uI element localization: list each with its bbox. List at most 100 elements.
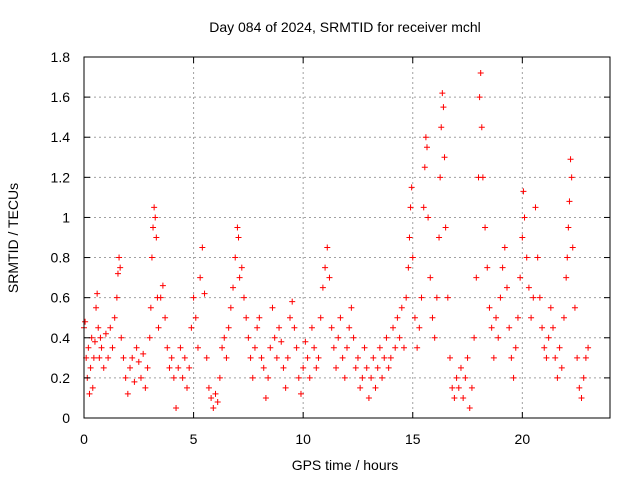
data-point-221 (512, 344, 519, 351)
data-point-175 (423, 144, 430, 151)
data-point-155 (387, 354, 394, 361)
data-point-87 (238, 264, 245, 271)
data-point-180 (433, 294, 440, 301)
data-point-145 (365, 394, 372, 401)
data-point-85 (235, 234, 242, 241)
data-point-158 (394, 314, 401, 321)
data-point-109 (287, 314, 294, 321)
data-point-153 (383, 334, 390, 341)
data-point-45 (152, 214, 159, 221)
data-point-48 (155, 324, 162, 331)
data-point-177 (427, 274, 434, 281)
data-point-74 (212, 390, 219, 397)
data-point-239 (550, 324, 557, 331)
data-point-142 (359, 374, 366, 381)
data-point-210 (488, 324, 495, 331)
data-point-111 (291, 324, 298, 331)
data-point-122 (315, 354, 322, 361)
data-point-41 (147, 304, 154, 311)
data-point-256 (580, 374, 587, 381)
y-tick-label-1: 0.2 (51, 370, 71, 386)
data-point-40 (146, 334, 153, 341)
data-point-136 (346, 324, 353, 331)
x-axis-label: GPS time / hours (292, 457, 399, 473)
data-point-253 (574, 354, 581, 361)
chart-title: Day 084 of 2024, SRMTID for receiver mch… (209, 19, 481, 35)
data-point-258 (585, 344, 592, 351)
data-point-26 (117, 264, 124, 271)
data-point-203 (476, 94, 483, 101)
data-point-135 (344, 344, 350, 351)
x-tick-label-3: 15 (405, 431, 421, 447)
data-point-52 (164, 344, 171, 351)
data-point-157 (392, 344, 399, 351)
data-point-222 (514, 314, 521, 321)
data-point-185 (440, 104, 447, 111)
data-point-118 (306, 374, 313, 381)
data-point-99 (265, 374, 272, 381)
data-point-36 (137, 374, 144, 381)
data-point-124 (319, 284, 326, 291)
data-point-237 (545, 334, 552, 341)
data-point-129 (330, 344, 337, 351)
data-point-128 (328, 324, 335, 331)
data-point-95 (256, 314, 263, 321)
data-point-33 (131, 378, 138, 385)
data-point-215 (499, 264, 506, 271)
data-point-186 (441, 154, 448, 161)
data-point-226 (521, 214, 528, 221)
data-point-169 (414, 344, 421, 351)
data-point-176 (425, 214, 432, 221)
data-point-147 (370, 354, 377, 361)
data-point-105 (278, 338, 285, 345)
data-point-168 (411, 314, 418, 321)
data-point-209 (486, 304, 493, 311)
data-point-84 (234, 224, 241, 231)
data-point-107 (282, 384, 289, 391)
data-point-229 (528, 314, 535, 321)
data-point-214 (497, 294, 504, 301)
data-point-238 (547, 304, 554, 311)
data-point-96 (258, 354, 265, 361)
data-point-103 (273, 354, 280, 361)
data-point-188 (444, 294, 451, 301)
data-point-211 (490, 354, 497, 361)
data-point-63 (188, 324, 195, 331)
data-point-228 (525, 284, 532, 291)
data-point-4 (85, 344, 92, 351)
data-point-56 (173, 404, 180, 411)
data-point-178 (429, 314, 436, 321)
data-point-182 (437, 174, 444, 181)
data-point-113 (295, 374, 302, 381)
data-point-23 (113, 294, 120, 301)
data-point-224 (519, 234, 526, 241)
data-point-81 (227, 304, 234, 311)
x-tick-label-1: 5 (190, 431, 198, 447)
data-point-82 (230, 284, 237, 291)
data-point-106 (280, 364, 287, 371)
data-point-39 (144, 364, 151, 371)
data-point-16 (98, 344, 105, 351)
data-point-231 (532, 204, 539, 211)
data-point-219 (508, 354, 515, 361)
data-point-61 (184, 384, 191, 391)
data-point-183 (438, 124, 445, 131)
data-point-241 (554, 374, 561, 381)
data-point-62 (186, 364, 193, 371)
data-point-152 (381, 354, 388, 361)
data-point-10 (91, 338, 98, 345)
data-point-79 (223, 354, 230, 361)
data-point-12 (94, 290, 101, 297)
data-point-140 (354, 354, 361, 361)
data-point-138 (350, 334, 357, 341)
data-points (81, 70, 592, 411)
data-point-149 (374, 364, 381, 371)
data-point-8 (89, 384, 96, 391)
data-point-255 (578, 394, 585, 401)
x-axis-ticks: 0 5 10 15 20 (80, 57, 530, 447)
data-point-98 (262, 394, 269, 401)
data-point-29 (122, 374, 129, 381)
y-tick-label-8: 1.6 (51, 89, 71, 105)
data-point-59 (179, 374, 186, 381)
